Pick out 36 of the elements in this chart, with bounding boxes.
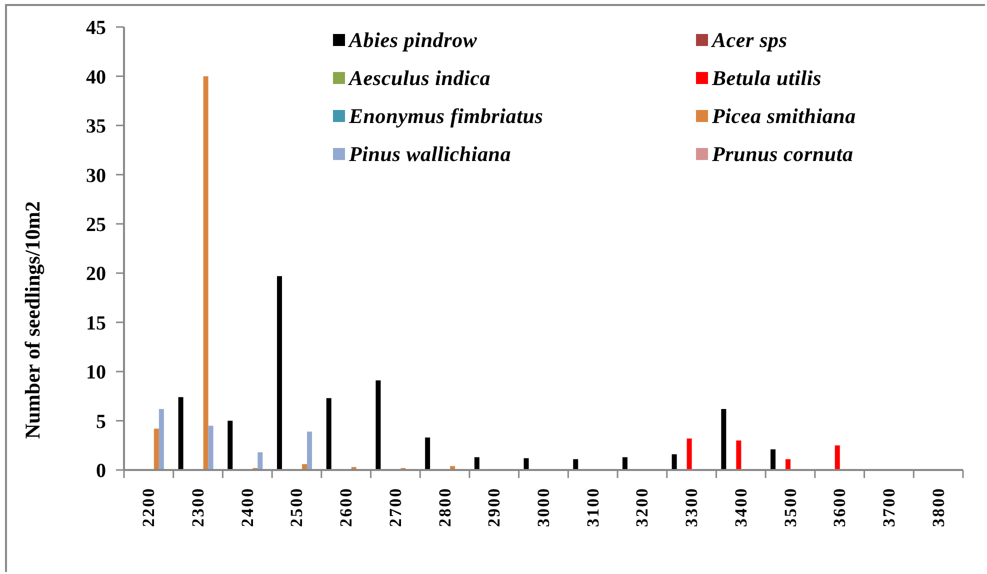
x-tick-label: 2200	[139, 487, 158, 527]
x-tick-label: 3300	[682, 487, 702, 527]
x-tick-label: 3100	[583, 487, 602, 527]
legend-label: Enonymus fimbriatus	[349, 104, 544, 128]
x-tick-label: 3000	[534, 487, 553, 527]
y-tick-label: 0	[96, 460, 106, 482]
x-tick-label: 3400	[731, 487, 750, 527]
x-tick-label: 3200	[632, 487, 652, 527]
x-tick-label: 2800	[435, 487, 454, 527]
x-tick-label: 3500	[780, 487, 800, 527]
y-tick-label: 35	[86, 116, 106, 138]
x-tick-label: 2700	[386, 487, 405, 527]
x-tick-label: 2500	[287, 487, 306, 527]
y-tick-label: 10	[86, 362, 106, 384]
x-tick-label: 3700	[879, 487, 898, 527]
x-tick-label: 2400	[238, 487, 257, 527]
x-tick-label: 2600	[336, 487, 356, 527]
legend-label: Acer sps	[712, 28, 788, 52]
legend-label: Betula utilis	[712, 66, 822, 90]
legend-label: Aesculus indica	[349, 66, 491, 90]
x-tick-label: 2900	[484, 487, 504, 527]
x-tick-label: 3600	[830, 487, 850, 527]
y-tick-label: 20	[86, 263, 106, 286]
legend-label: Pinus wallichiana	[349, 142, 512, 166]
y-tick-label: 15	[86, 312, 106, 334]
y-tick-label: 45	[86, 17, 106, 40]
y-tick-label: 40	[86, 66, 106, 88]
x-tick-label: 3800	[928, 487, 948, 527]
legend-label: Prunus cornuta	[712, 142, 854, 166]
y-axis-title: Number of seedlings/10m2	[20, 201, 46, 439]
legend-label: Picea smithiana	[712, 104, 856, 128]
x-tick-label: 2300	[188, 487, 208, 527]
y-tick-label: 25	[86, 214, 106, 236]
y-tick-label: 5	[96, 410, 106, 433]
legend-label: Abies pindrow	[349, 28, 478, 52]
y-tick-label: 30	[86, 164, 106, 187]
